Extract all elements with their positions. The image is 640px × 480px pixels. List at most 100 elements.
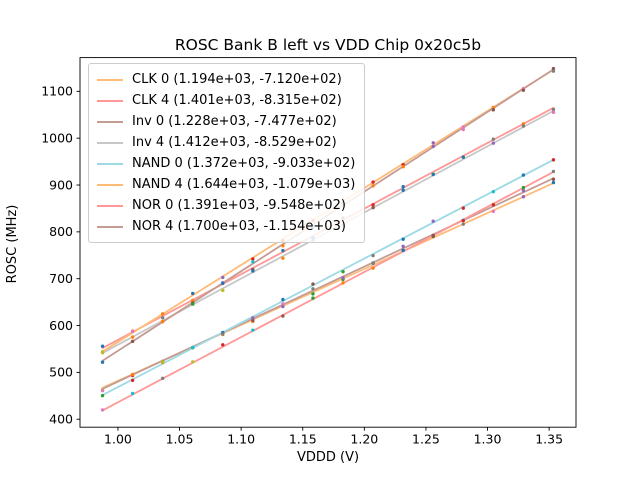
data-point-nand-0	[401, 237, 405, 241]
y-tick-label: 500	[49, 365, 73, 380]
fit-line-nand-0	[101, 158, 555, 396]
legend-item-inv-4: Inv 4 (1.412e+03, -8.529e+02)	[97, 132, 355, 153]
legend: CLK 0 (1.194e+03, -7.120e+02) CLK 4 (1.40…	[88, 63, 366, 243]
data-point-inv-4	[401, 188, 405, 192]
data-point-inv-0	[130, 372, 135, 377]
data-point-nor-0	[130, 391, 135, 396]
data-point-nand-0	[160, 360, 165, 364]
legend-label: NAND 0 (1.372e+03, -9.033e+02)	[132, 156, 356, 171]
data-point-clk-4	[191, 298, 195, 303]
data-point-inv-4	[521, 124, 526, 128]
x-tick-label: 1.35	[535, 432, 563, 447]
legend-line-swatch	[97, 141, 123, 144]
legend-item-nand-4: NAND 4 (1.644e+03, -1.079e+03)	[97, 174, 355, 195]
data-point-inv-4	[461, 155, 465, 159]
y-tick-label: 1000	[41, 130, 73, 145]
legend-label: Inv 0 (1.228e+03, -7.477e+02)	[132, 114, 337, 129]
data-point-nor-0	[251, 328, 255, 332]
legend-label: NOR 4 (1.700e+03, -1.154e+03)	[132, 219, 346, 234]
data-point-nor-4	[191, 302, 195, 306]
data-point-clk-0	[551, 180, 556, 185]
data-point-nand-0	[281, 297, 285, 302]
x-axis-label: VDDD (V)	[296, 450, 360, 465]
x-tick-label: 1.00	[104, 432, 132, 447]
data-point-nor-4	[160, 319, 165, 324]
data-point-inv-4	[281, 256, 285, 260]
data-point-clk-4	[491, 137, 496, 141]
data-point-nor-0	[221, 343, 225, 347]
data-point-nor-4	[371, 184, 375, 188]
y-tick-label: 900	[49, 177, 73, 192]
data-point-nand-0	[130, 378, 135, 383]
legend-item-nand-0: NAND 0 (1.372e+03, -9.033e+02)	[97, 153, 355, 174]
legend-item-inv-0: Inv 0 (1.228e+03, -7.477e+02)	[97, 111, 355, 132]
data-point-inv-4	[371, 205, 375, 210]
y-tick-label: 800	[49, 224, 73, 239]
legend-label: NAND 4 (1.644e+03, -1.079e+03)	[132, 177, 356, 192]
data-point-inv-4	[431, 172, 435, 177]
data-point-nor-0	[491, 203, 496, 207]
chart-title: ROSC Bank B left vs VDD Chip 0x20c5b	[174, 36, 482, 54]
data-point-clk-0	[521, 195, 526, 199]
legend-line-swatch	[97, 204, 123, 207]
data-point-nor-4	[521, 88, 526, 92]
data-point-inv-0	[341, 276, 345, 280]
data-point-nand-0	[311, 282, 315, 286]
legend-line-swatch	[97, 78, 123, 81]
data-point-nand-0	[491, 189, 496, 194]
data-point-nand-4	[191, 291, 195, 296]
data-point-clk-0	[491, 209, 496, 214]
data-point-nor-4	[281, 244, 285, 248]
x-tick-label: 1.10	[227, 432, 255, 447]
data-point-nand-0	[221, 332, 225, 336]
data-point-clk-4	[160, 316, 165, 320]
data-point-nor-0	[281, 314, 285, 318]
data-point-inv-4	[130, 335, 135, 339]
data-point-inv-0	[100, 388, 105, 393]
y-tick-label: 400	[49, 412, 73, 427]
data-point-inv-4	[221, 288, 225, 293]
data-point-inv-0	[281, 304, 285, 309]
data-point-nand-4	[551, 66, 556, 71]
data-point-nand-0	[431, 219, 435, 223]
fit-line-inv-0	[101, 177, 555, 390]
data-point-nor-0	[100, 408, 105, 412]
legend-item-clk-0: CLK 0 (1.194e+03, -7.120e+02)	[97, 69, 355, 90]
legend-item-nor-4: NOR 4 (1.700e+03, -1.154e+03)	[97, 216, 355, 237]
data-point-nor-0	[341, 281, 345, 285]
data-point-nor-0	[521, 185, 526, 190]
legend-line-swatch	[97, 162, 123, 165]
y-tick-label: 700	[49, 271, 73, 286]
data-point-nor-4	[130, 339, 135, 344]
data-point-nor-0	[551, 169, 556, 174]
y-tick-label: 1100	[41, 84, 73, 99]
legend-item-clk-4: CLK 4 (1.401e+03, -8.315e+02)	[97, 90, 355, 111]
data-point-inv-0	[521, 188, 526, 193]
data-point-inv-0	[311, 287, 315, 291]
legend-item-nor-0: NOR 0 (1.391e+03, -9.548e+02)	[97, 195, 355, 216]
legend-line-swatch	[97, 99, 123, 102]
data-point-clk-4	[401, 185, 405, 189]
data-point-nand-4	[461, 125, 465, 129]
legend-line-swatch	[97, 120, 123, 123]
x-tick-label: 1.15	[289, 432, 317, 447]
data-point-nor-0	[311, 296, 315, 300]
data-point-nand-0	[341, 269, 345, 274]
data-point-nor-4	[551, 69, 556, 73]
legend-line-swatch	[97, 225, 123, 228]
data-point-clk-4	[100, 344, 105, 348]
data-point-inv-4	[491, 141, 496, 145]
data-point-nand-0	[191, 345, 195, 350]
legend-label: Inv 4 (1.412e+03, -8.529e+02)	[132, 135, 337, 150]
data-point-nand-0	[551, 158, 556, 162]
data-point-nor-0	[160, 376, 165, 381]
x-tick-label: 1.25	[412, 432, 440, 447]
data-point-nor-4	[491, 108, 496, 112]
data-point-nand-4	[371, 180, 375, 184]
data-point-clk-0	[281, 302, 285, 306]
fit-line-nor-0	[101, 171, 555, 412]
x-tick-label: 1.05	[166, 432, 194, 447]
legend-label: CLK 4 (1.401e+03, -8.315e+02)	[132, 93, 342, 108]
data-point-nor-4	[251, 260, 255, 264]
